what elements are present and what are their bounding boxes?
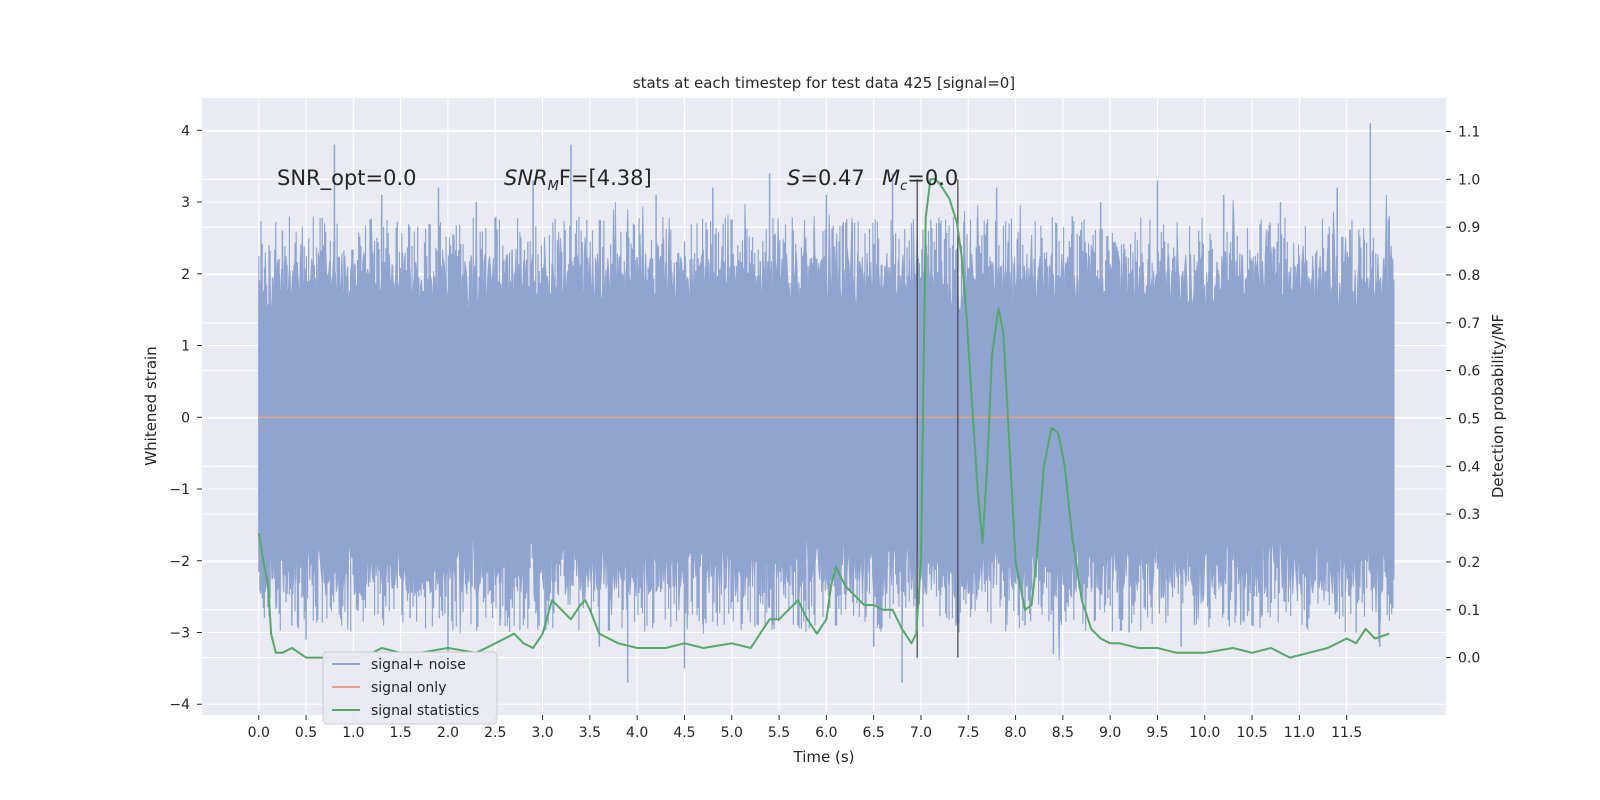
legend: signal+ noise signal only signal statist… (322, 651, 498, 725)
y-tick-label-8: −4 (169, 697, 190, 713)
x-tick-label-12: 6.0 (815, 725, 837, 741)
y2-tick-label-5: 0.6 (1458, 364, 1480, 380)
x-tick-label-11: 5.5 (768, 725, 790, 741)
snr-mf-sub: M (548, 179, 559, 194)
signal-statistics-line (257, 178, 1390, 659)
x-tick-label-5: 2.5 (484, 725, 506, 741)
y2-tick-label-4: 0.7 (1458, 316, 1480, 332)
annotation-s: S=0.47 (787, 166, 865, 190)
x-tick-label-20: 10.0 (1189, 725, 1220, 741)
legend-label-signal-only: signal only (371, 680, 446, 696)
series-signal-statistics (257, 178, 1390, 659)
x-tick-label-14: 7.0 (910, 725, 932, 741)
x-tick-label-2: 1.0 (342, 725, 364, 741)
x-tick-label-1: 0.5 (295, 725, 317, 741)
y2-tick-label-0: 1.1 (1458, 124, 1480, 140)
mc-symbol: M (882, 166, 900, 190)
y2-tick-label-9: 0.2 (1458, 555, 1480, 571)
y-tick-label-3: 1 (181, 339, 190, 355)
x-tick-label-10: 5.0 (721, 725, 743, 741)
y2-axis-label: Detection probability/MF (1489, 314, 1507, 498)
snr-mf-rest: F=[4.38] (559, 166, 652, 190)
x-tick-label-18: 9.0 (1099, 725, 1121, 741)
x-tick-label-22: 11.0 (1284, 725, 1315, 741)
x-tick-label-17: 8.5 (1052, 725, 1074, 741)
x-tick-label-9: 4.5 (673, 725, 695, 741)
mc-value: =0.0 (907, 166, 958, 190)
y2-tick-label-7: 0.4 (1458, 459, 1480, 475)
x-tick-label-21: 10.5 (1236, 725, 1267, 741)
s-value: =0.47 (800, 166, 864, 190)
y-tick-label-6: −2 (169, 554, 190, 570)
y-tick-label-7: −3 (169, 625, 190, 641)
legend-box (322, 651, 498, 725)
x-tick-label-13: 6.5 (863, 725, 885, 741)
x-tick-label-23: 11.5 (1331, 725, 1362, 741)
y-axis-label: Whitened strain (142, 346, 160, 465)
x-tick-label-16: 8.0 (1004, 725, 1026, 741)
x-axis-label: Time (s) (793, 748, 855, 766)
y-tick-label-4: 0 (181, 410, 190, 426)
y-axis-ticks: 4 3 2 1 0 −1 −2 −3 −4 (169, 123, 202, 713)
y-tick-label-1: 3 (181, 195, 190, 211)
y2-tick-label-10: 0.1 (1458, 603, 1480, 619)
x-tick-label-4: 2.0 (437, 725, 459, 741)
y-tick-label-5: −1 (169, 482, 190, 498)
snr-mf-prefix: SNR (504, 166, 548, 190)
mc-sub: c (900, 179, 907, 194)
x-tick-label-0: 0.0 (248, 725, 270, 741)
x-tick-label-3: 1.5 (390, 725, 412, 741)
legend-label-signal-statistics: signal statistics (371, 703, 479, 719)
y2-tick-label-6: 0.5 (1458, 411, 1480, 427)
chart-title: stats at each timestep for test data 425… (633, 74, 1015, 92)
y2-axis-ticks: 1.1 1.0 0.9 0.8 0.7 0.6 0.5 0.4 0.3 0.2 0.1 0.0 (1446, 124, 1480, 667)
x-tick-label-6: 3.0 (531, 725, 553, 741)
y2-tick-label-1: 1.0 (1458, 172, 1480, 188)
y2-tick-label-2: 0.9 (1458, 220, 1480, 236)
annotation-snr-mf: SNRMF=[4.38] (504, 166, 652, 194)
legend-label-signal-noise: signal+ noise (371, 657, 466, 673)
x-axis-ticks: 0.0 0.5 1.0 1.5 2.0 2.5 3.0 3.5 4.0 4.5 5.0 5.5 6.0 6… (248, 715, 1362, 741)
s-symbol: S (787, 166, 800, 190)
annotation-mc: Mc=0.0 (882, 166, 958, 194)
x-tick-label-19: 9.5 (1146, 725, 1168, 741)
series-signal-noise (258, 123, 1395, 683)
y2-tick-label-8: 0.3 (1458, 507, 1480, 523)
annotation-snr-opt: SNR_opt=0.0 (277, 166, 417, 191)
vertical-markers (916, 179, 959, 658)
x-tick-label-7: 3.5 (579, 725, 601, 741)
y-tick-label-2: 2 (181, 267, 190, 283)
y2-tick-label-3: 0.8 (1458, 268, 1480, 284)
x-tick-label-15: 7.5 (957, 725, 979, 741)
y2-tick-label-11: 0.0 (1458, 651, 1480, 667)
y-tick-label-0: 4 (181, 123, 190, 139)
x-tick-label-8: 4.0 (626, 725, 648, 741)
